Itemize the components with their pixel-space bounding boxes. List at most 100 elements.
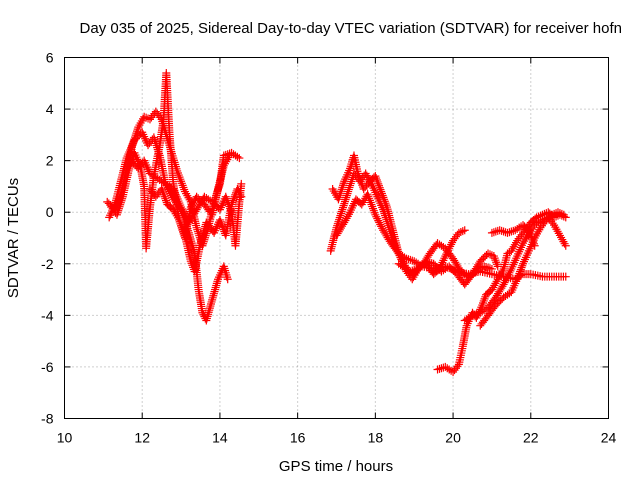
x-tick-label: 18 bbox=[368, 430, 384, 446]
data-point bbox=[445, 264, 454, 273]
data-point bbox=[377, 189, 386, 198]
data-point bbox=[193, 227, 202, 236]
data-point bbox=[173, 213, 182, 222]
data-point bbox=[334, 217, 343, 226]
data-point bbox=[329, 187, 338, 196]
data-point bbox=[404, 255, 413, 264]
y-tick-label: -2 bbox=[41, 256, 54, 272]
data-point bbox=[192, 223, 201, 232]
data-point bbox=[561, 272, 570, 281]
y-tick-label: -6 bbox=[41, 359, 54, 375]
data-point bbox=[515, 269, 524, 278]
data-point bbox=[369, 204, 378, 213]
data-point bbox=[224, 153, 233, 162]
data-point bbox=[336, 211, 345, 220]
data-point bbox=[516, 267, 525, 276]
data-point bbox=[552, 225, 561, 234]
data-point bbox=[218, 223, 227, 232]
data-point bbox=[127, 142, 136, 151]
data-point bbox=[341, 216, 350, 225]
data-point bbox=[342, 191, 351, 200]
data-point bbox=[400, 253, 409, 262]
data-point bbox=[355, 173, 364, 182]
y-tick-label: 0 bbox=[46, 204, 54, 220]
data-point bbox=[171, 191, 180, 200]
data-point bbox=[114, 206, 123, 215]
data-point bbox=[338, 205, 347, 214]
data-point bbox=[373, 214, 382, 223]
data-point bbox=[179, 208, 188, 217]
data-point bbox=[345, 183, 354, 192]
data-point bbox=[408, 275, 417, 284]
data-point bbox=[524, 226, 533, 235]
data-point bbox=[193, 225, 202, 234]
data-point bbox=[513, 275, 522, 284]
data-point bbox=[441, 262, 450, 271]
data-point bbox=[408, 256, 417, 265]
data-point bbox=[161, 194, 170, 203]
data-point bbox=[487, 285, 496, 294]
data-point bbox=[378, 191, 387, 200]
data-point bbox=[408, 266, 417, 275]
data-point bbox=[221, 192, 230, 201]
data-point bbox=[458, 227, 467, 236]
data-point bbox=[169, 205, 178, 214]
data-point bbox=[343, 212, 352, 221]
data-point bbox=[234, 186, 243, 195]
data-point bbox=[114, 204, 123, 213]
data-point bbox=[497, 269, 506, 278]
data-point bbox=[230, 192, 239, 201]
data-point bbox=[373, 177, 382, 186]
data-point bbox=[494, 273, 503, 282]
data-point bbox=[335, 193, 344, 202]
data-point bbox=[508, 244, 517, 253]
data-point bbox=[520, 237, 529, 246]
data-point bbox=[374, 179, 383, 188]
x-tick-label: 10 bbox=[57, 430, 73, 446]
x-tick-label: 12 bbox=[134, 430, 150, 446]
data-point bbox=[507, 246, 516, 255]
data-point bbox=[482, 263, 491, 272]
data-point bbox=[180, 185, 189, 194]
data-point bbox=[365, 196, 374, 205]
data-point bbox=[180, 210, 189, 219]
data-point bbox=[333, 219, 342, 228]
data-point bbox=[558, 235, 567, 244]
data-point bbox=[447, 366, 456, 375]
data-point bbox=[371, 172, 380, 181]
data-point bbox=[367, 200, 376, 209]
data-point bbox=[376, 185, 385, 194]
data-point bbox=[341, 195, 350, 204]
data-point bbox=[454, 228, 463, 237]
data-point bbox=[479, 296, 488, 305]
data-point bbox=[229, 194, 238, 203]
data-point bbox=[149, 133, 158, 142]
y-tick-label: 2 bbox=[46, 153, 54, 169]
data-point bbox=[503, 228, 512, 237]
data-point bbox=[337, 209, 346, 218]
data-point bbox=[449, 265, 458, 274]
data-point bbox=[229, 196, 238, 205]
y-tick-label: -4 bbox=[41, 307, 54, 323]
data-point bbox=[339, 179, 348, 188]
data-point bbox=[335, 191, 344, 200]
data-point bbox=[412, 264, 421, 273]
data-point bbox=[498, 267, 507, 276]
data-point bbox=[519, 239, 528, 248]
data-point bbox=[172, 211, 181, 220]
data-point bbox=[550, 209, 559, 218]
data-point bbox=[340, 218, 349, 227]
data-point bbox=[375, 181, 383, 190]
data-point bbox=[509, 242, 518, 251]
data-point bbox=[180, 229, 189, 238]
data-point bbox=[337, 185, 346, 194]
data-point bbox=[176, 201, 185, 210]
data-point bbox=[136, 118, 145, 127]
data-point bbox=[353, 169, 362, 178]
data-point bbox=[218, 221, 227, 230]
data-point bbox=[115, 202, 124, 211]
data-point bbox=[173, 195, 182, 204]
data-point bbox=[159, 190, 168, 199]
data-point bbox=[501, 276, 510, 285]
data-point bbox=[344, 210, 353, 219]
